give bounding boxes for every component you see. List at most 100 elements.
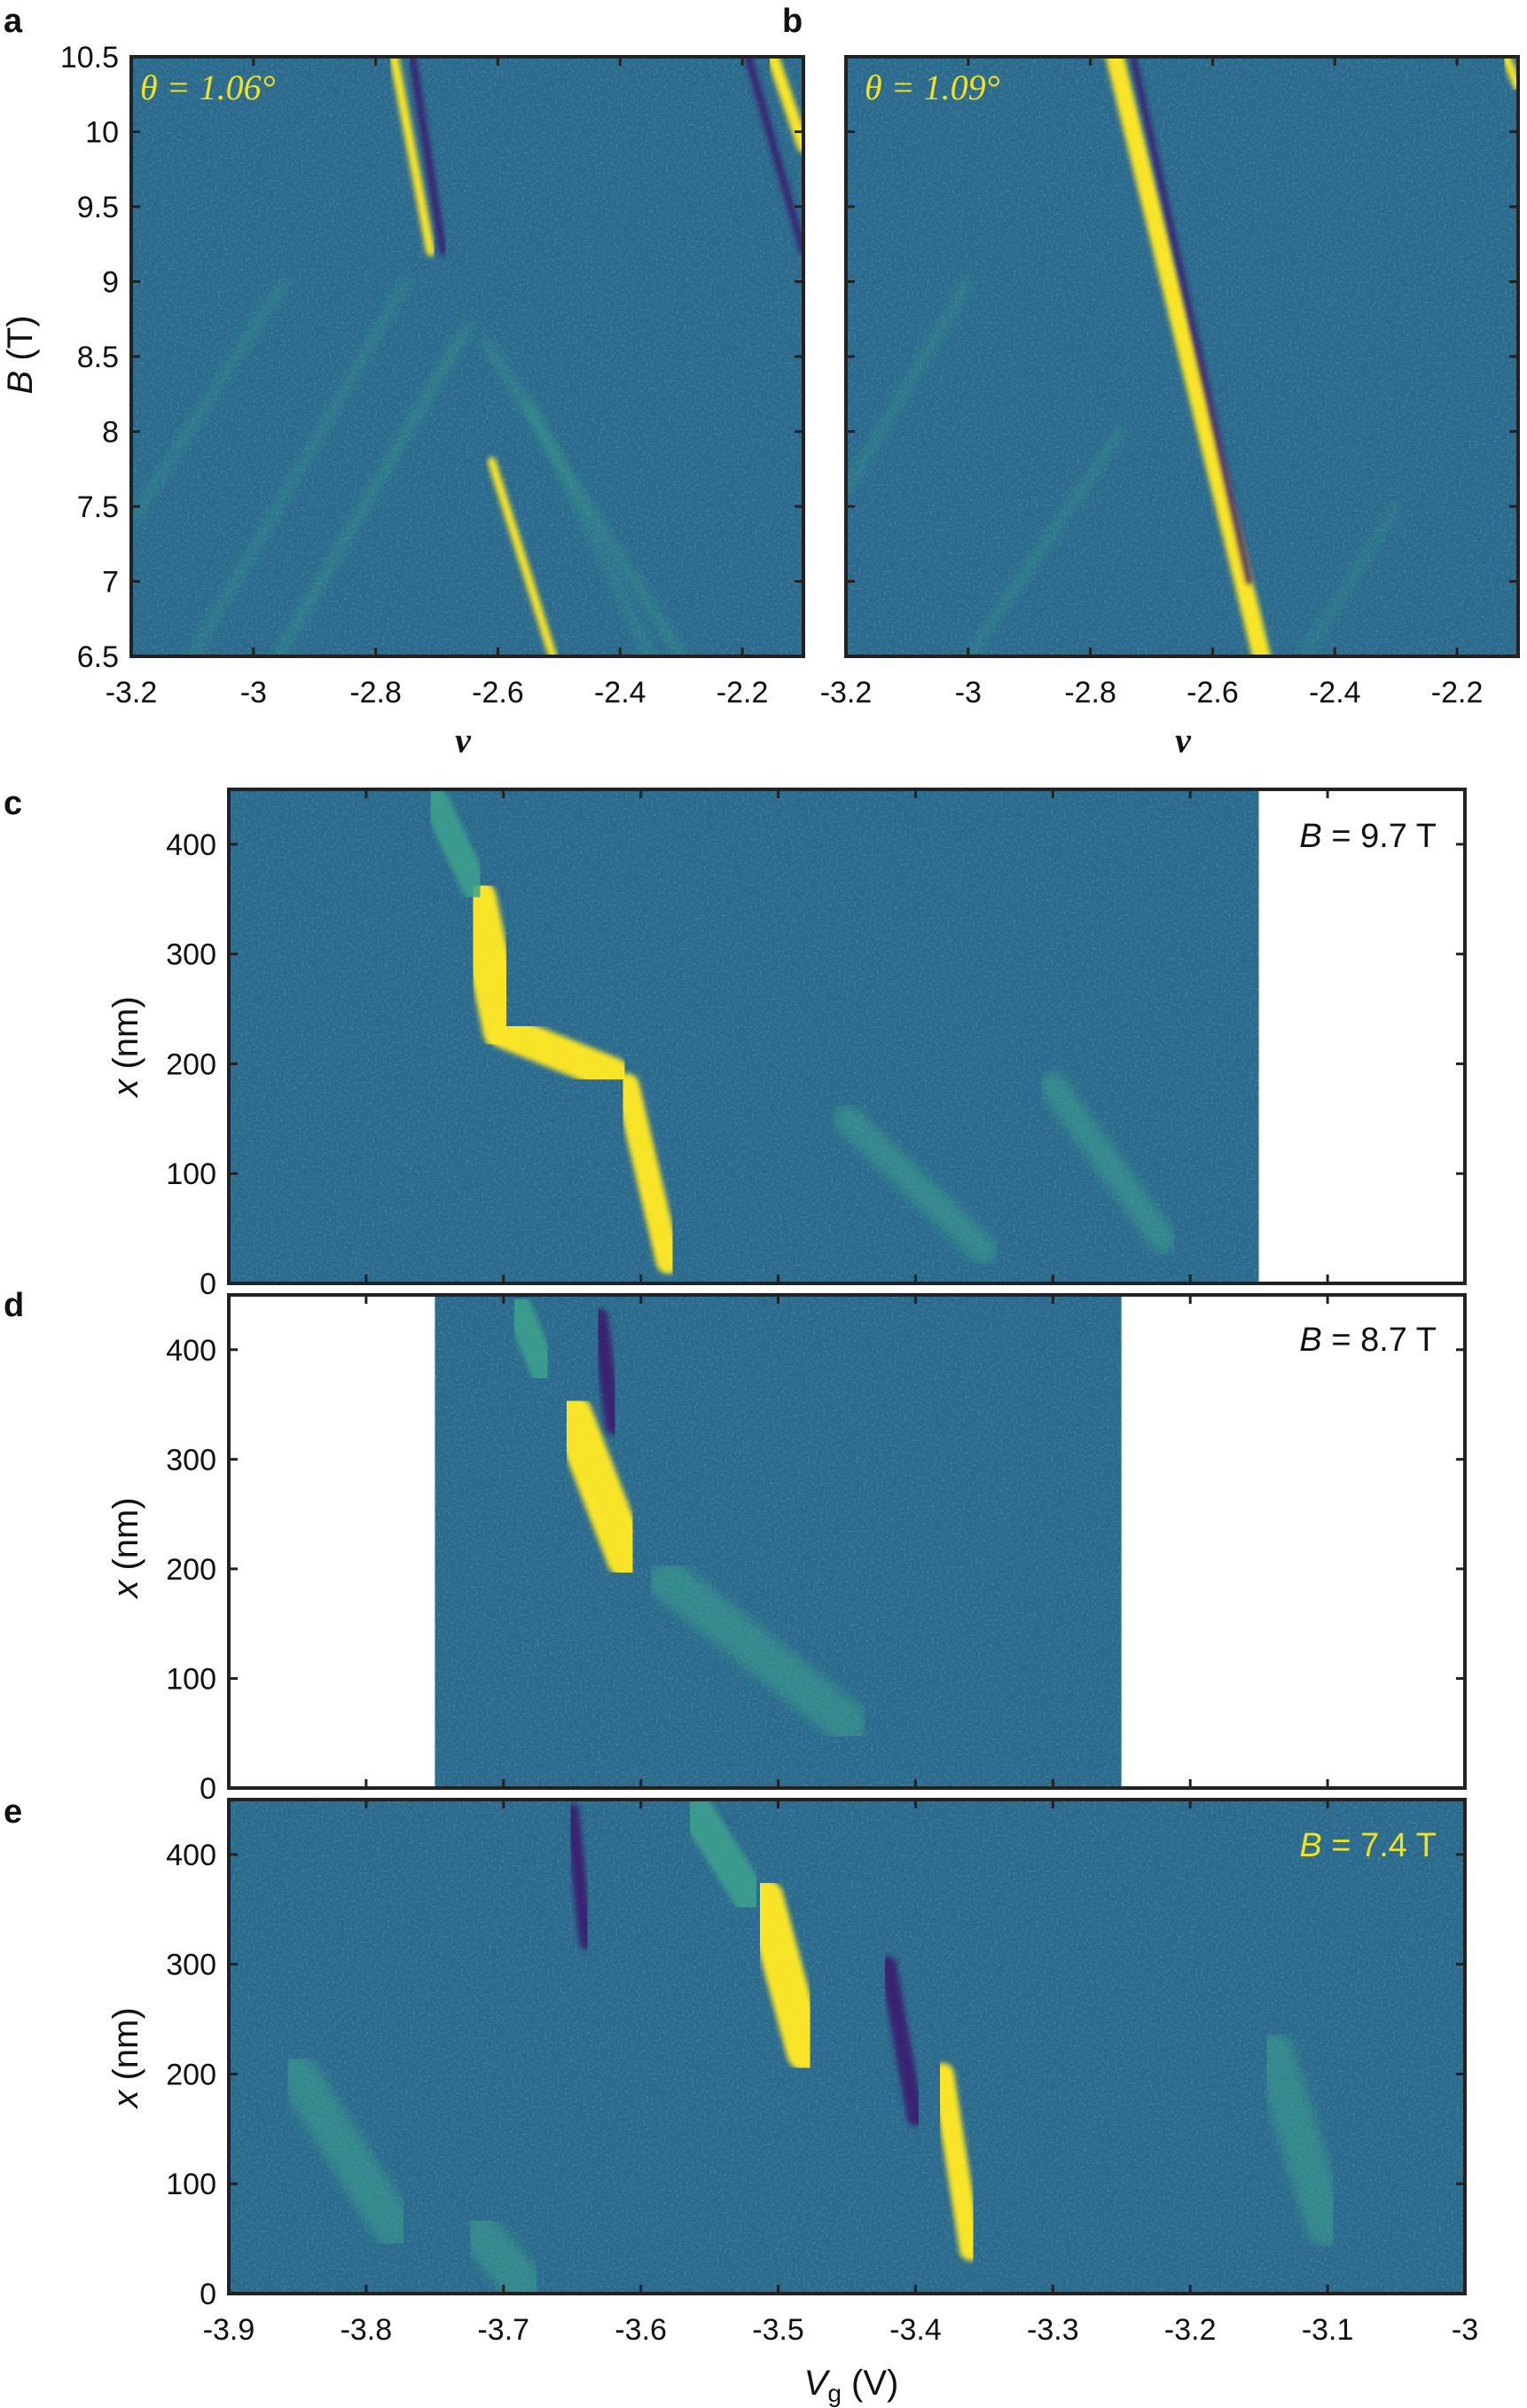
heatmap-feature-faint — [274, 323, 472, 656]
heatmap-data — [846, 57, 1518, 656]
y-tick-label: 6.5 — [77, 640, 119, 674]
x-tick-label: -3 — [240, 676, 267, 710]
panel-c-label: c — [4, 785, 22, 822]
plot-frame — [227, 1798, 1467, 2295]
x-tick-label: -3.8 — [341, 2313, 393, 2347]
panel-b: b -3.2 -3 -2.8 -2.6 -2.4 -2.2 θ = 1.09° ν — [782, 3, 1520, 760]
plot-frame — [227, 1293, 1467, 1790]
heatmap-feature-medium — [503, 1295, 559, 1385]
panel-b-annotation: θ = 1.09° — [865, 67, 1000, 107]
panel-d-annotation: B = 8.7 T — [1299, 1322, 1437, 1359]
panel-c-annotation: B = 9.7 T — [1299, 818, 1437, 855]
heatmap-data — [229, 1800, 1465, 2294]
panel-e-label: e — [4, 1793, 22, 1831]
heatmap-feature-dark — [1130, 57, 1253, 584]
plot-frame — [227, 788, 1467, 1285]
x-tick-label: -2.4 — [594, 676, 646, 710]
y-tick-label: 9 — [102, 266, 119, 300]
panel-a: a -3.2 -3 -2.8 -2.6 -2.4 -2.2 6.5 7 7.5 8 8.5 9 9.5 1… — [1, 3, 805, 760]
heatmap-feature-faint — [965, 428, 1124, 656]
heatmap-feature-bright — [615, 1073, 681, 1275]
heatmap-feature-medium — [678, 1800, 768, 1916]
y-tick-label: 7.5 — [77, 490, 119, 524]
heatmap-feature-faint — [846, 278, 972, 495]
panel-c-ylabel: x (nm) — [106, 996, 145, 1098]
heatmap-feature-dark — [744, 57, 803, 255]
x-tick-label: -3.2 — [820, 676, 873, 710]
y-tick-label: 0 — [200, 1772, 216, 1806]
x-tick-label: -3.3 — [1027, 2313, 1079, 2347]
heatmap-noise — [131, 57, 803, 656]
x-tick-label: -3 — [955, 676, 982, 710]
heatmap-data — [435, 1295, 1122, 1788]
heatmap-feature-faint — [525, 398, 654, 656]
y-tick-label: 400 — [166, 1839, 216, 1872]
panel-a-ylabel: B (T) — [1, 316, 40, 395]
panel-e-ylabel: x (nm) — [106, 2007, 145, 2109]
y-tick-label: 300 — [166, 1443, 216, 1477]
y-tick-label: 10 — [85, 116, 119, 150]
y-tick-label: 9.5 — [77, 191, 119, 224]
y-tick-label: 8 — [102, 416, 119, 450]
heatmap-feature-faint — [131, 278, 287, 525]
heatmap-feature-faint — [189, 278, 410, 656]
heatmap-data — [229, 789, 1259, 1283]
heatmap-data — [131, 57, 803, 656]
y-tick-label: 100 — [166, 2168, 216, 2201]
panel-c-plot: 0 100 200 300 400 — [166, 788, 1467, 1301]
y-tick-label: 0 — [200, 1267, 216, 1301]
y-tick-label: 400 — [166, 828, 216, 862]
panel-b-plot: -3.2 -3 -2.8 -2.6 -2.4 -2.2 — [820, 55, 1520, 710]
panel-c: c 0 100 200 300 400 B = 9.7 T x (nm) — [4, 785, 1467, 1301]
panel-e: e -3.9 -3.8 -3.7 -3.6 -3.5 -3.4 -3.3 -3.2 -3.1 -3… — [4, 1793, 1478, 2407]
y-tick-label: 7 — [102, 566, 119, 600]
y-tick-label: 200 — [166, 1047, 216, 1081]
x-tick-label: -2.2 — [717, 676, 769, 710]
panel-e-xlabel: Vg (V) — [804, 2364, 899, 2407]
y-tick-label: 100 — [166, 1157, 216, 1191]
y-tick-label: 10.5 — [60, 41, 119, 75]
x-tick-label: -3.2 — [106, 676, 158, 710]
heatmap-feature-faint — [277, 2053, 415, 2248]
x-tick-label: -2.2 — [1431, 676, 1484, 710]
x-tick-label: -3 — [1452, 2313, 1478, 2347]
panel-a-label: a — [4, 3, 23, 40]
panel-b-xlabel: ν — [1175, 720, 1192, 760]
heatmap-feature-dark — [408, 57, 447, 255]
panel-e-plot: -3.9 -3.8 -3.7 -3.6 -3.5 -3.4 -3.3 -3.2 -3.1 -3 0 1… — [166, 1798, 1478, 2347]
heatmap-feature-bright — [745, 1879, 826, 2072]
heatmap-feature-dark — [880, 1956, 924, 2127]
x-tick-label: -2.6 — [472, 676, 524, 710]
heatmap-feature-bright — [389, 57, 435, 256]
panel-a-plot: -3.2 -3 -2.8 -2.6 -2.4 -2.2 6.5 7 7.5 8 8.5 9 9.5 10 1… — [60, 41, 805, 710]
y-tick-label: 0 — [200, 2278, 216, 2311]
y-tick-label: 8.5 — [77, 341, 119, 374]
heatmap-feature-bright — [486, 1013, 631, 1093]
panel-a-annotation: θ = 1.06° — [140, 67, 276, 107]
heatmap-feature-bright — [455, 878, 525, 1052]
x-tick-label: -2.4 — [1309, 676, 1361, 710]
y-tick-label: 200 — [166, 2058, 216, 2091]
x-tick-label: -3.1 — [1302, 2313, 1354, 2347]
heatmap-noise — [229, 789, 1259, 1283]
heatmap-feature-faint — [1038, 1071, 1177, 1253]
x-tick-label: -2.8 — [1064, 676, 1116, 710]
heatmap-feature-dark — [591, 1308, 622, 1435]
x-tick-label: -3.5 — [752, 2313, 804, 2347]
heatmap-feature-faint — [455, 2207, 552, 2294]
y-tick-label: 100 — [166, 1662, 216, 1696]
heatmap-feature-dark — [565, 1803, 593, 1949]
heatmap-feature-faint — [482, 337, 685, 656]
panel-d-ylabel: x (nm) — [106, 1497, 145, 1599]
panel-d-plot: 0 100 200 300 400 — [166, 1293, 1467, 1806]
x-tick-label: -3.2 — [1164, 2313, 1217, 2347]
y-tick-label: 400 — [166, 1334, 216, 1368]
heatmap-feature-bright — [1501, 57, 1518, 91]
x-tick-label: -3.7 — [477, 2313, 529, 2347]
panel-d-label: d — [4, 1287, 24, 1324]
x-tick-label: -3.6 — [615, 2313, 667, 2347]
panel-d: d 0 100 200 300 400 B = 8.7 T x (nm) — [4, 1287, 1467, 1806]
heatmap-feature-faint — [833, 1104, 998, 1265]
heatmap-feature-faint — [1251, 2031, 1349, 2248]
